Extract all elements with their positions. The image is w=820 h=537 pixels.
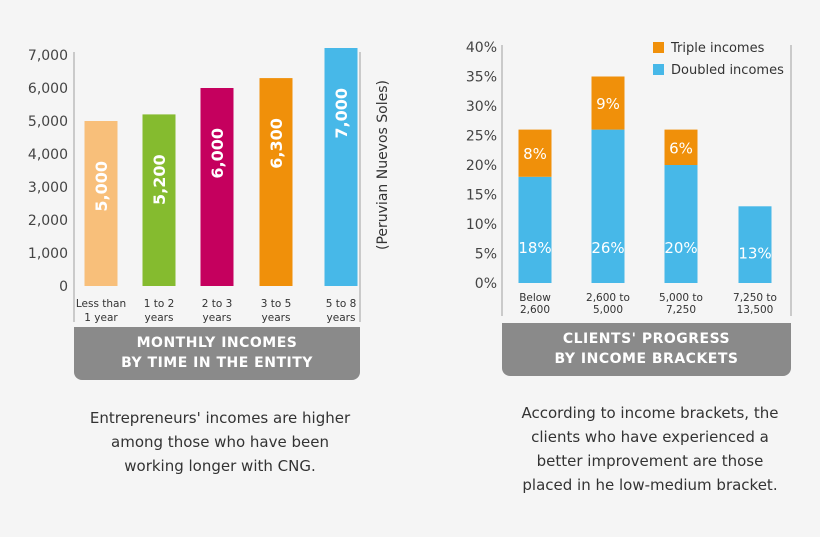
y-tick-label: 5,000 xyxy=(28,114,68,130)
x-tick-label: Below xyxy=(519,292,551,304)
y-tick-label: 35% xyxy=(466,70,497,86)
x-tick-label: 2 to 3 xyxy=(202,298,233,310)
legend-swatch xyxy=(653,42,664,53)
x-tick-label: 5,000 xyxy=(593,304,623,316)
caption-line: working longer with CNG. xyxy=(124,457,316,475)
chart2-title-line: BY INCOME BRACKETS xyxy=(554,351,739,367)
caption-line: among those who have been xyxy=(111,433,329,451)
chart2-title-banner: CLIENTS' PROGRESS BY INCOME BRACKETS xyxy=(502,323,791,376)
chart1-title-line: BY TIME IN THE ENTITY xyxy=(121,355,313,371)
chart1-title-banner: MONTHLY INCOMES BY TIME IN THE ENTITY xyxy=(74,327,360,380)
x-tick-label: 5 to 8 xyxy=(326,298,357,310)
x-tick-label: years xyxy=(145,312,174,324)
x-tick-label: 13,500 xyxy=(737,304,774,316)
y-tick-label: 1,000 xyxy=(28,246,68,262)
bar-data-label: 7,000 xyxy=(332,88,351,139)
caption-line: Entrepreneurs' incomes are higher xyxy=(89,409,351,427)
bar-segment xyxy=(518,176,552,283)
bar-data-label: 9% xyxy=(596,95,620,113)
legend-swatch xyxy=(653,64,664,75)
bar-segment xyxy=(518,129,552,177)
y-tick-label: 7,000 xyxy=(28,48,68,64)
bar xyxy=(84,121,118,286)
y-tick-label: 40% xyxy=(466,40,497,56)
x-tick-label: years xyxy=(327,312,356,324)
legend-label: Triple incomes xyxy=(670,41,765,56)
bar xyxy=(259,78,293,286)
x-tick-label: 7,250 to xyxy=(733,292,777,304)
y-tick-label: 5% xyxy=(475,247,497,263)
bar xyxy=(200,88,234,286)
bar-segment xyxy=(591,129,625,283)
x-tick-label: years xyxy=(203,312,232,324)
y-tick-label: 20% xyxy=(466,158,497,174)
bar-segment xyxy=(664,165,698,283)
bar-data-label: 26% xyxy=(591,239,624,257)
legend-label: Doubled incomes xyxy=(671,63,784,78)
y-tick-label: 10% xyxy=(466,217,497,233)
bar-data-label: 20% xyxy=(664,239,697,257)
chart2-caption: According to income brackets, the client… xyxy=(490,401,810,497)
bar-data-label: 5,200 xyxy=(150,154,169,205)
bar-segment xyxy=(738,206,772,283)
y-tick-label: 2,000 xyxy=(28,213,68,229)
y-tick-label: 4,000 xyxy=(28,147,68,163)
bar xyxy=(142,114,176,287)
bar-data-label: 6,000 xyxy=(208,128,227,179)
chart1-caption: Entrepreneurs' incomes are higher among … xyxy=(60,406,380,478)
bar-data-label: 6% xyxy=(669,139,693,157)
caption-line: better improvement are those xyxy=(536,452,764,470)
bar-data-label: 13% xyxy=(738,244,771,262)
x-tick-label: 1 year xyxy=(84,312,118,324)
bar-segment xyxy=(664,129,698,165)
y-tick-label: 30% xyxy=(466,99,497,115)
x-tick-label: 2,600 to xyxy=(586,292,630,304)
chart2-title-line: CLIENTS' PROGRESS xyxy=(562,331,731,347)
bar-data-label: 8% xyxy=(523,145,547,163)
x-tick-label: 5,000 to xyxy=(659,292,703,304)
x-tick-label: 3 to 5 xyxy=(261,298,292,310)
bar-data-label: 18% xyxy=(518,239,551,257)
bar-segment xyxy=(591,76,625,130)
bar-data-label: 5,000 xyxy=(92,161,111,212)
y-tick-label: 0 xyxy=(59,279,68,295)
chart1-title-line: MONTHLY INCOMES xyxy=(136,335,298,351)
caption-line: placed in he low-medium bracket. xyxy=(522,476,778,494)
y-tick-label: 6,000 xyxy=(28,81,68,97)
x-tick-label: 2,600 xyxy=(520,304,550,316)
y-tick-label: 25% xyxy=(466,129,497,145)
y-tick-label: 15% xyxy=(466,188,497,204)
caption-line: clients who have experienced a xyxy=(531,428,769,446)
y-tick-label: 0% xyxy=(475,276,497,292)
bar-data-label: 6,300 xyxy=(267,118,286,169)
x-tick-label: 7,250 xyxy=(666,304,696,316)
caption-line: According to income brackets, the xyxy=(521,404,779,422)
x-tick-label: 1 to 2 xyxy=(144,298,175,310)
y-tick-label: 3,000 xyxy=(28,180,68,196)
x-tick-label: years xyxy=(262,312,291,324)
y-axis-title: (Peruvian Nuevos Soles) xyxy=(375,80,391,250)
bar xyxy=(324,48,358,286)
x-tick-label: Less than xyxy=(76,298,126,310)
